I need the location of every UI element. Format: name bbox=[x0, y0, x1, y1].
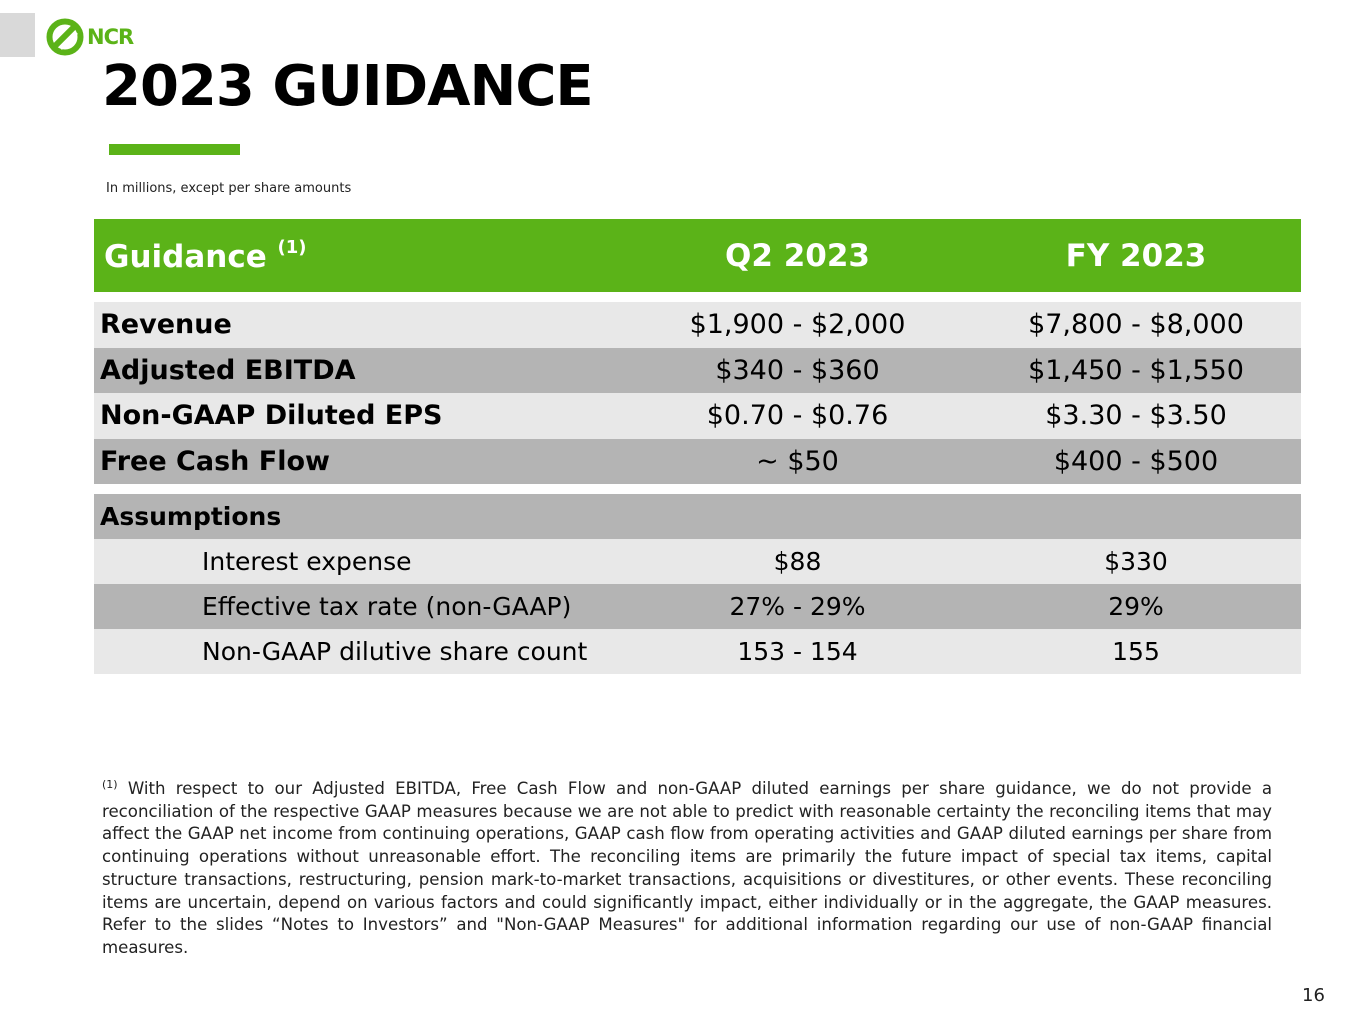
assumptions-heading-row: Assumptions bbox=[94, 494, 1301, 539]
row-fy-value: 29% bbox=[1108, 592, 1164, 621]
corner-tab bbox=[0, 13, 35, 57]
table-row: Non-GAAP Diluted EPS $0.70 - $0.76 $3.30… bbox=[94, 393, 1301, 439]
header-fy: FY 2023 bbox=[1065, 237, 1207, 274]
header-footnote-marker: (1) bbox=[277, 236, 307, 258]
row-label: Effective tax rate (non-GAAP) bbox=[202, 592, 572, 621]
row-fy-value: $3.30 - $3.50 bbox=[1045, 400, 1227, 432]
row-fy-value: 155 bbox=[1112, 637, 1160, 666]
footnote-text: With respect to our Adjusted EBITDA, Fre… bbox=[102, 779, 1272, 957]
assumptions-table: Assumptions Interest expense $88 $330 Ef… bbox=[94, 494, 1301, 674]
row-q2-value: 27% - 29% bbox=[729, 592, 866, 621]
row-q2-value: ~ $50 bbox=[756, 445, 839, 477]
table-row: Free Cash Flow ~ $50 $400 - $500 bbox=[94, 438, 1301, 484]
table-row: Interest expense $88 $330 bbox=[94, 539, 1301, 584]
row-label: Non-GAAP Diluted EPS bbox=[100, 400, 443, 432]
header-guidance: Guidance (1) bbox=[104, 236, 307, 275]
row-fy-value: $330 bbox=[1104, 547, 1168, 576]
row-label: Non-GAAP dilutive share count bbox=[202, 637, 588, 666]
header-q2: Q2 2023 bbox=[725, 237, 870, 274]
table-row: Revenue $1,900 - $2,000 $7,800 - $8,000 bbox=[94, 302, 1301, 348]
row-label: Adjusted EBITDA bbox=[100, 354, 356, 386]
row-q2-value: $340 - $360 bbox=[715, 354, 880, 386]
row-q2-value: 153 - 154 bbox=[737, 637, 858, 666]
table-header: Guidance (1) Q2 2023 FY 2023 bbox=[94, 219, 1301, 292]
row-fy-value: $1,450 - $1,550 bbox=[1028, 354, 1244, 386]
row-q2-value: $0.70 - $0.76 bbox=[706, 400, 889, 432]
table-row: Adjusted EBITDA $340 - $360 $1,450 - $1,… bbox=[94, 347, 1301, 393]
page-title: 2023 GUIDANCE bbox=[102, 54, 594, 119]
page-number: 16 bbox=[1302, 985, 1325, 1006]
table-row: Non-GAAP dilutive share count 153 - 154 … bbox=[94, 629, 1301, 674]
row-q2-value: $88 bbox=[773, 547, 822, 576]
row-label: Revenue bbox=[100, 309, 232, 341]
title-underline bbox=[109, 144, 240, 155]
row-label: Interest expense bbox=[202, 547, 412, 576]
row-fy-value: $7,800 - $8,000 bbox=[1028, 309, 1244, 341]
row-label: Free Cash Flow bbox=[100, 445, 330, 477]
guidance-table: Revenue $1,900 - $2,000 $7,800 - $8,000 … bbox=[94, 302, 1301, 484]
ncr-logo-text: NCR bbox=[87, 25, 134, 49]
ncr-logo: NCR bbox=[46, 18, 134, 56]
row-q2-value: $1,900 - $2,000 bbox=[689, 309, 906, 341]
row-fy-value: $400 - $500 bbox=[1053, 445, 1219, 477]
ncr-logo-icon bbox=[46, 18, 84, 56]
units-note: In millions, except per share amounts bbox=[106, 181, 352, 196]
footnote: (1) With respect to our Adjusted EBITDA,… bbox=[102, 774, 1272, 960]
assumptions-heading: Assumptions bbox=[100, 502, 282, 531]
table-row: Effective tax rate (non-GAAP) 27% - 29% … bbox=[94, 584, 1301, 629]
footnote-marker: (1) bbox=[102, 778, 118, 791]
